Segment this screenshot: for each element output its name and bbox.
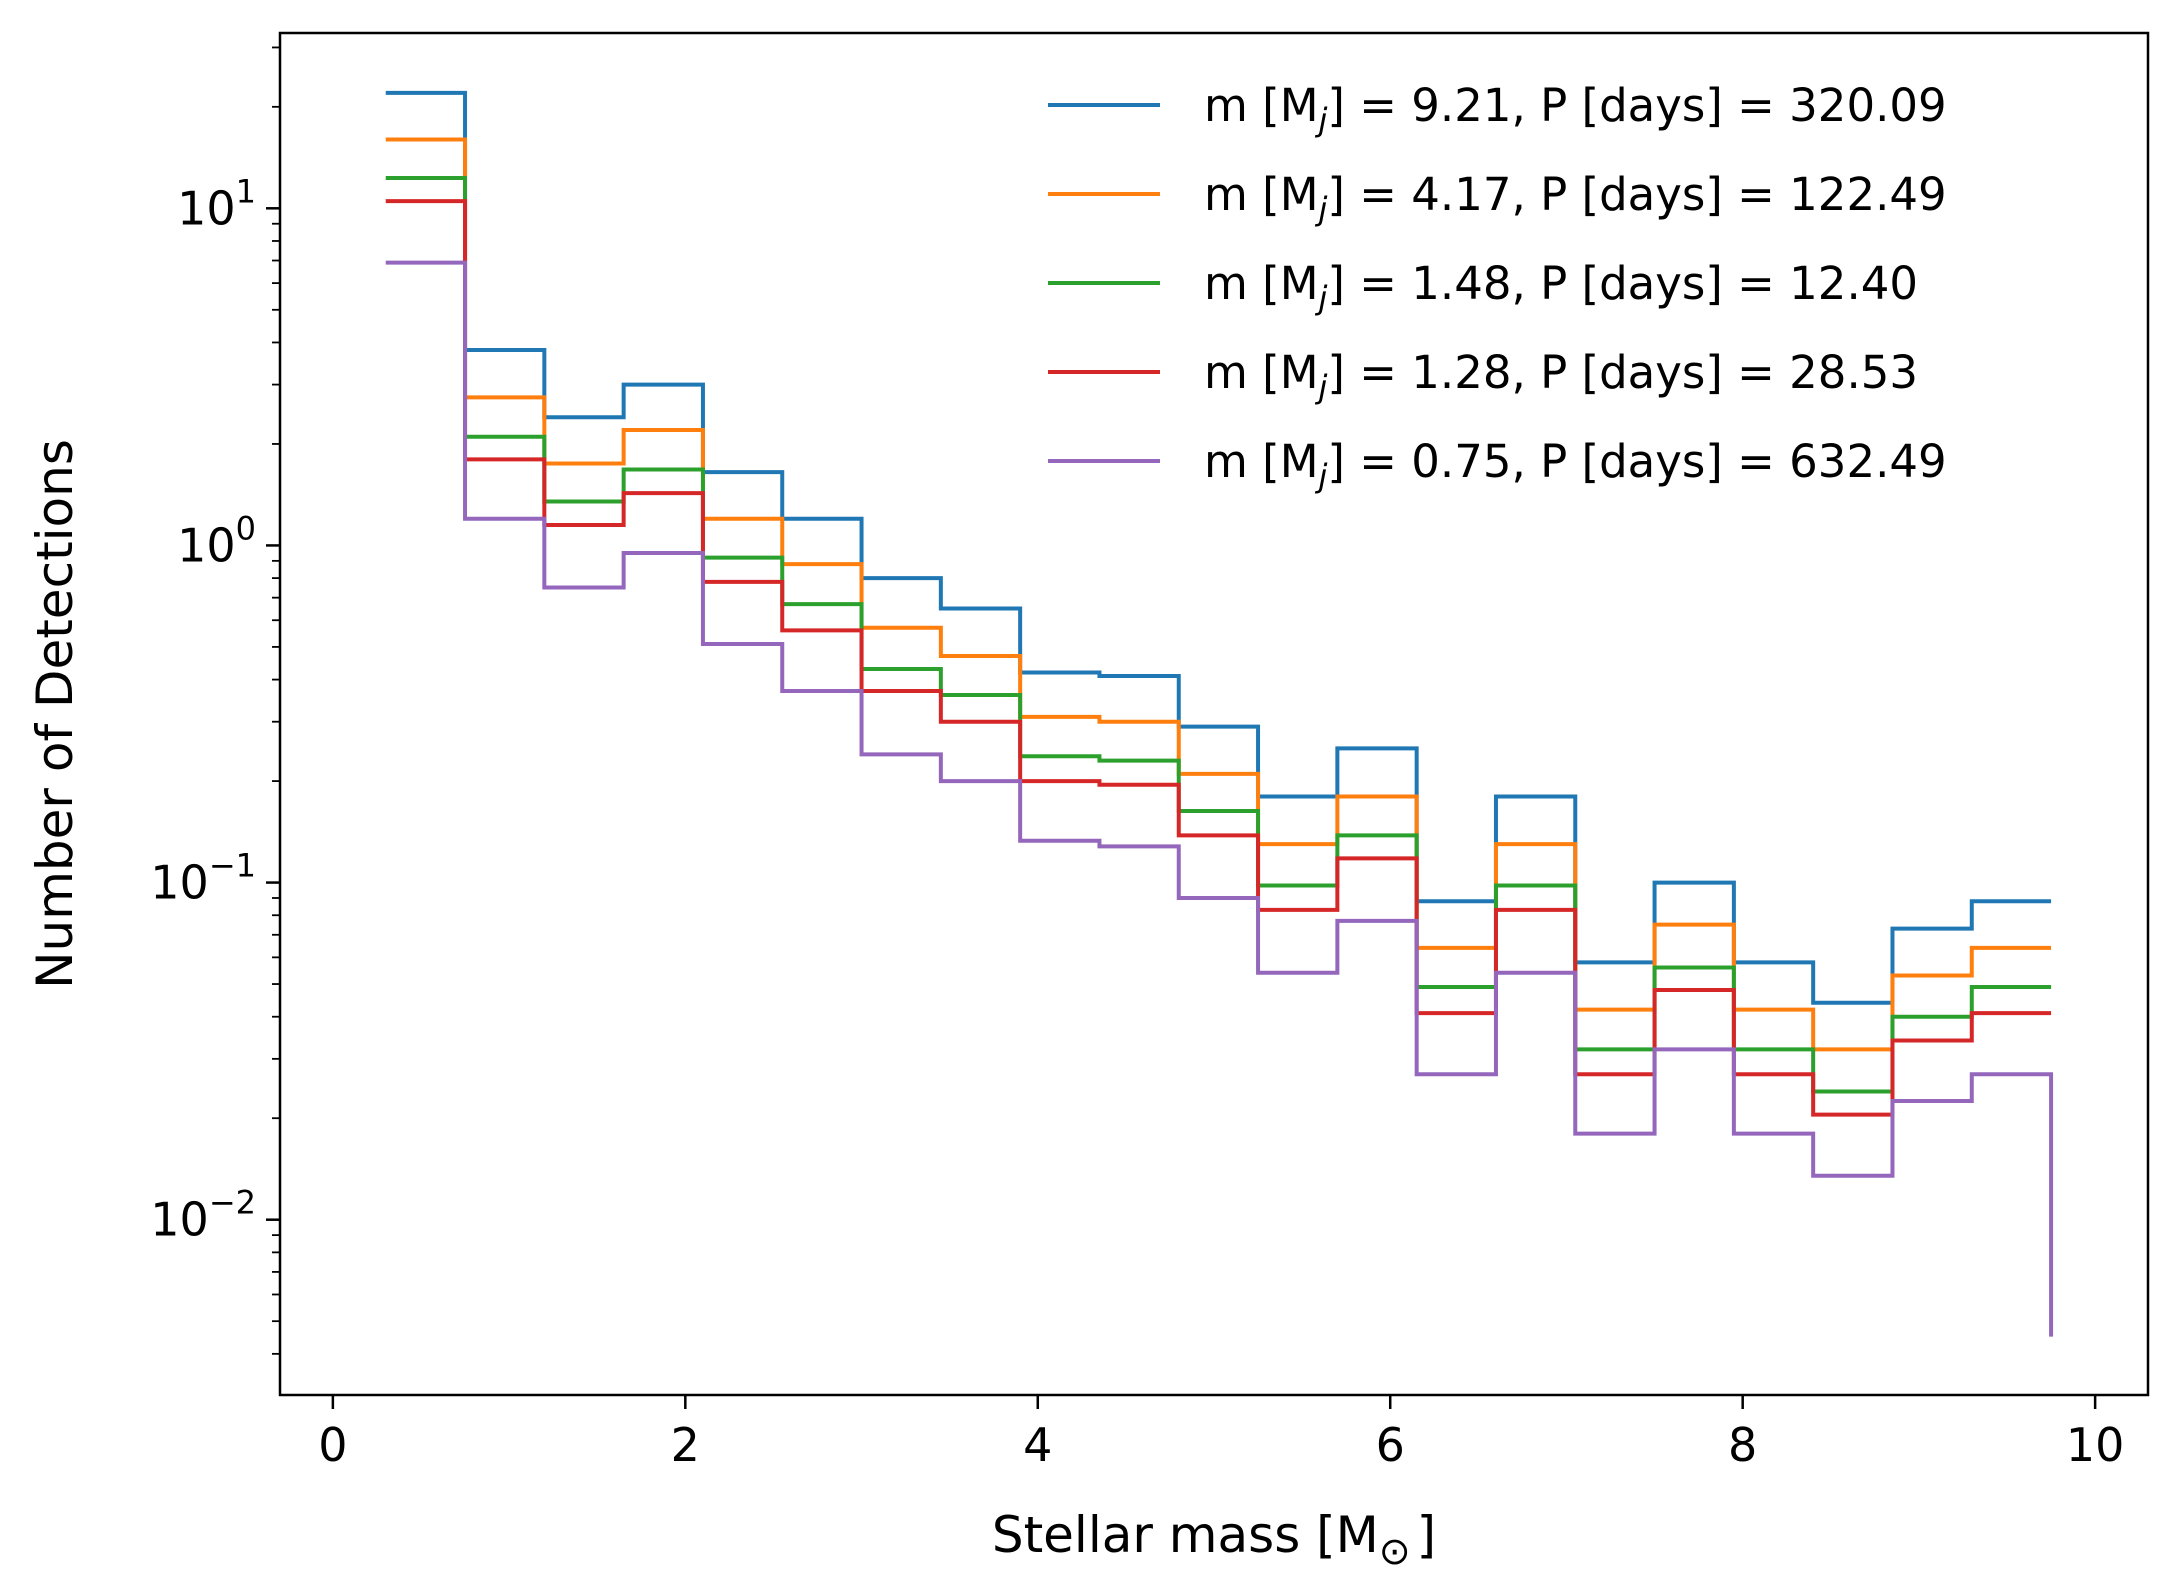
x-tick-label: 4 <box>1023 1418 1052 1472</box>
legend: m [Mj] = 9.21, P [days] = 320.09m [Mj] =… <box>1048 79 1947 495</box>
legend-label-subscript: j <box>1315 457 1328 495</box>
x-tick-label: 0 <box>318 1418 347 1472</box>
x-axis-label-suffix: ] <box>1417 1506 1437 1564</box>
series-line-2 <box>385 137 2052 1052</box>
legend-label-subscript: j <box>1315 101 1328 139</box>
y-tick-label: 101 <box>177 172 256 235</box>
legend-label-suffix: ] = 0.75, P [days] = 632.49 <box>1327 435 1946 488</box>
y-tick-exponent: 0 <box>236 509 256 547</box>
series-line-4 <box>385 199 2052 1117</box>
x-axis-label: Stellar mass [M⊙] <box>992 1506 1436 1573</box>
legend-label-2: m [Mj] = 4.17, P [days] = 122.49 <box>1204 168 1947 228</box>
legend-label-3: m [Mj] = 1.48, P [days] = 12.40 <box>1204 257 1918 317</box>
legend-label-prefix: m [M <box>1204 257 1319 310</box>
x-axis: 0 2 4 6 8 10 <box>318 1395 2124 1472</box>
y-tick-label: 10−1 <box>150 847 256 910</box>
series-line-1 <box>385 90 2052 1005</box>
y-tick-base: 10 <box>150 856 209 910</box>
legend-label-1: m [Mj] = 9.21, P [days] = 320.09 <box>1204 79 1947 139</box>
x-axis-label-symbol: ⊙ <box>1379 1529 1411 1573</box>
y-tick-base: 10 <box>177 181 236 235</box>
y-tick-base: 10 <box>150 1193 209 1247</box>
legend-label-subscript: j <box>1315 279 1328 317</box>
legend-label-prefix: m [M <box>1204 346 1319 399</box>
y-tick-base: 10 <box>177 518 236 572</box>
y-tick-exponent: −1 <box>209 847 256 885</box>
x-tick-label: 8 <box>1728 1418 1757 1472</box>
legend-label-prefix: m [M <box>1204 79 1319 132</box>
legend-label-suffix: ] = 1.48, P [days] = 12.40 <box>1327 257 1918 310</box>
legend-label-subscript: j <box>1315 190 1328 228</box>
x-tick-label: 2 <box>671 1418 700 1472</box>
y-tick-label: 100 <box>177 509 256 572</box>
series-line-3 <box>385 175 2052 1094</box>
y-tick-exponent: 1 <box>236 172 256 210</box>
x-tick-label: 10 <box>2066 1418 2125 1472</box>
legend-label-5: m [Mj] = 0.75, P [days] = 632.49 <box>1204 435 1947 495</box>
plot-frame <box>278 31 2150 1397</box>
series-line-5 <box>385 260 2054 1337</box>
legend-label-suffix: ] = 1.28, P [days] = 28.53 <box>1327 346 1918 399</box>
legend-label-suffix: ] = 4.17, P [days] = 122.49 <box>1327 168 1946 221</box>
legend-label-prefix: m [M <box>1204 435 1319 488</box>
y-tick-label: 10−2 <box>150 1184 256 1247</box>
legend-label-4: m [Mj] = 1.28, P [days] = 28.53 <box>1204 346 1918 406</box>
series-layer <box>385 90 2054 1337</box>
x-tick-label: 6 <box>1376 1418 1405 1472</box>
y-axis-label: Number of Detections <box>26 439 84 989</box>
x-axis-label-text: Stellar mass [M <box>992 1506 1379 1564</box>
legend-label-subscript: j <box>1315 368 1328 406</box>
legend-label-suffix: ] = 9.21, P [days] = 320.09 <box>1327 79 1946 132</box>
y-tick-exponent: −2 <box>209 1184 256 1222</box>
legend-label-prefix: m [M <box>1204 168 1319 221</box>
